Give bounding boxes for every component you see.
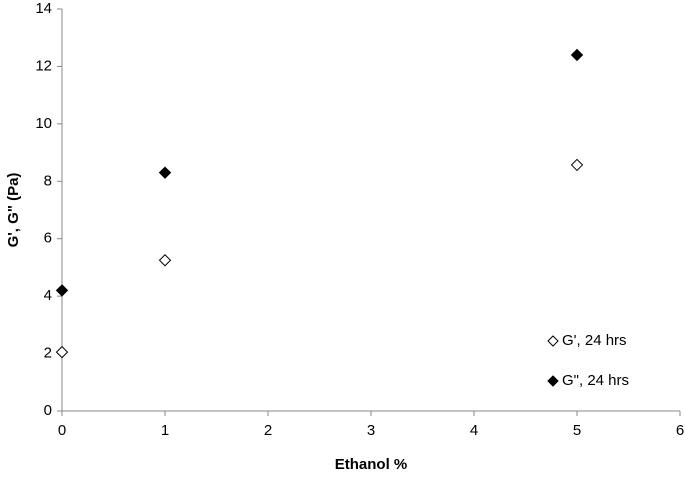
x-tick-label: 2 <box>264 422 272 439</box>
x-tick-label: 0 <box>58 422 66 439</box>
legend-label: G", 24 hrs <box>562 372 629 389</box>
data-point <box>55 284 69 297</box>
y-tick-label: 4 <box>44 287 52 304</box>
legend-marker <box>547 335 559 347</box>
data-point <box>158 166 172 179</box>
x-tick-label: 3 <box>367 422 375 439</box>
y-tick-label: 0 <box>44 402 52 419</box>
x-tick-label: 5 <box>573 422 581 439</box>
legend-label: G', 24 hrs <box>562 332 627 349</box>
x-axis-title: Ethanol % <box>335 456 408 473</box>
data-point <box>55 345 69 359</box>
y-tick-label: 6 <box>44 230 52 247</box>
y-tick-label: 10 <box>35 115 52 132</box>
data-point <box>158 254 172 267</box>
legend-marker <box>547 375 559 387</box>
y-tick-label: 14 <box>35 0 52 17</box>
y-axis-title: G', G" (Pa) <box>5 173 22 248</box>
data-point <box>570 158 584 172</box>
y-tick-label: 12 <box>35 57 52 74</box>
data-point <box>570 48 584 62</box>
x-tick-label: 4 <box>470 422 478 439</box>
x-tick-label: 1 <box>161 422 169 439</box>
x-tick-label: 6 <box>676 422 684 439</box>
y-tick-label: 8 <box>44 172 52 189</box>
y-tick-label: 2 <box>44 345 52 362</box>
